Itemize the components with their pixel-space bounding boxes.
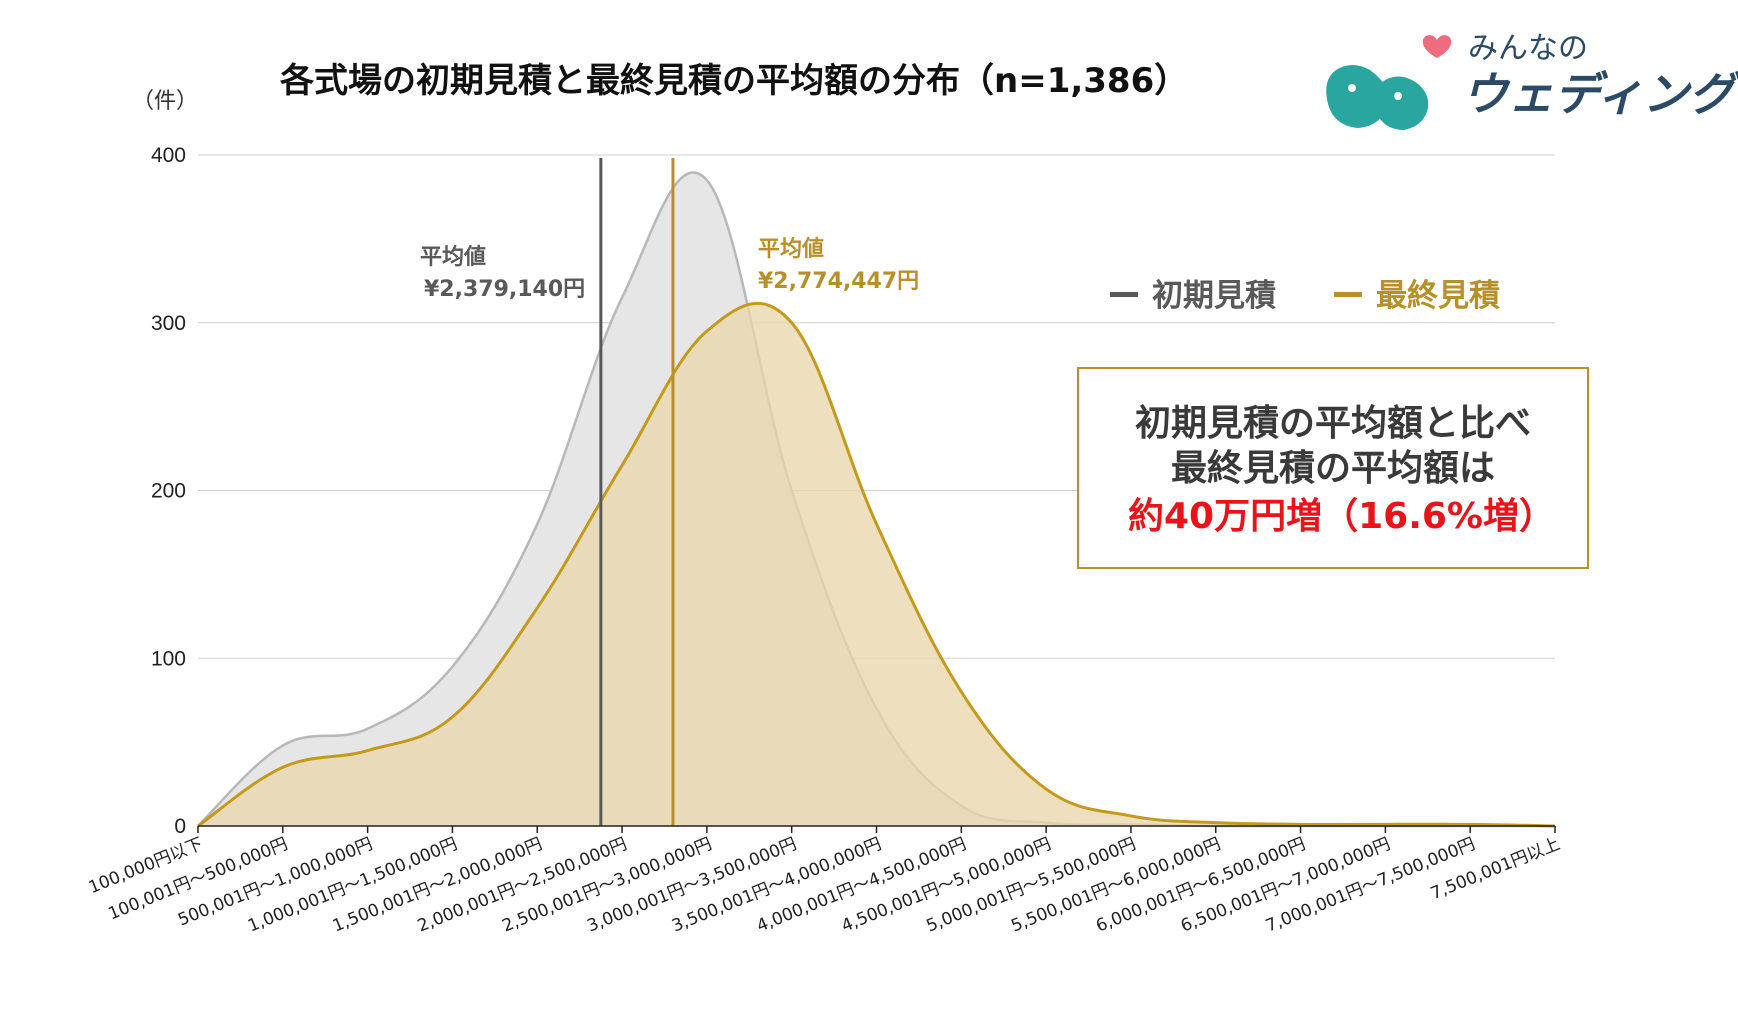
legend-swatch-final xyxy=(1334,292,1362,297)
mean-annotation-initial: 平均値 ¥2,379,140円 xyxy=(420,244,585,302)
mean-lines xyxy=(599,158,675,826)
y-axis-unit: （件） xyxy=(132,89,198,114)
x-axis: 100,000円以下100,001円〜500,000円500,001円〜1,00… xyxy=(86,825,1563,937)
legend-label-final: 最終見積 xyxy=(1376,278,1500,314)
logo-big-text: ウェディング xyxy=(1462,67,1738,121)
y-tick-label: 200 xyxy=(151,480,186,503)
mean-label-initial: 平均値 xyxy=(420,244,486,270)
callout-line-3: 約40万円増（16.6%増） xyxy=(1128,496,1555,537)
y-tick-label: 300 xyxy=(151,312,186,335)
callout-line-1: 初期見積の平均額と比べ xyxy=(1135,403,1531,444)
y-tick-label: 400 xyxy=(151,144,186,167)
y-tick-label: 0 xyxy=(174,815,186,838)
y-tick-label: 100 xyxy=(151,647,186,670)
bird-icon xyxy=(1326,65,1429,130)
legend-swatch-initial xyxy=(1110,292,1138,297)
mean-label-final: 平均値 xyxy=(758,236,824,262)
mean-annotation-final: 平均値 ¥2,774,447円 xyxy=(758,236,919,294)
legend: 初期見積 最終見積 xyxy=(1110,278,1500,314)
logo-small-text: みんなの xyxy=(1468,31,1588,66)
y-axis-ticks: 0 100 200 300 400 xyxy=(151,144,186,838)
callout-line-2: 最終見積の平均額は xyxy=(1171,448,1495,489)
chart-title: 各式場の初期見積と最終見積の平均額の分布（n=1,386） xyxy=(280,61,1188,101)
legend-label-initial: 初期見積 xyxy=(1152,278,1276,314)
callout-border xyxy=(1077,367,1589,569)
mean-value-final: ¥2,774,447円 xyxy=(758,269,919,294)
brand-logo: みんなの ウェディング xyxy=(1326,31,1738,130)
callout-box: 初期見積の平均額と比べ 最終見積の平均額は 約40万円増（16.6%増） xyxy=(1077,367,1589,569)
mean-value-initial: ¥2,379,140円 xyxy=(424,277,585,302)
series-line-final xyxy=(197,301,1556,828)
area-fill-final xyxy=(198,303,1555,826)
heart-icon xyxy=(1422,35,1452,58)
